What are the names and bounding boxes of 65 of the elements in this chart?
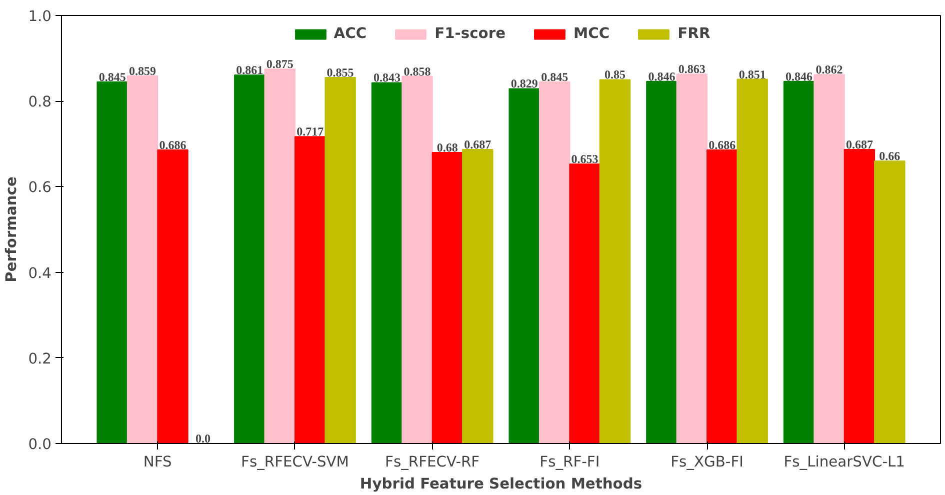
data-label: 0.858	[404, 64, 431, 78]
data-label: 0.859	[129, 64, 156, 78]
bar	[736, 78, 768, 444]
y-tick-label: 0.2	[28, 350, 52, 368]
legend-label: F1-score	[434, 25, 506, 42]
legend-label: ACC	[334, 25, 367, 42]
bar	[538, 81, 570, 444]
data-label: 0.845	[98, 70, 126, 84]
y-tick-label: 0.6	[28, 179, 52, 196]
y-tick-label: 1.0	[28, 8, 52, 25]
bar	[234, 74, 266, 444]
data-label: 0.687	[846, 137, 873, 152]
data-label: 0.851	[738, 67, 766, 82]
data-label: 0.829	[510, 76, 538, 91]
data-label: 0.855	[326, 66, 354, 80]
bar	[676, 74, 708, 444]
bar	[814, 74, 845, 444]
bar	[371, 82, 403, 444]
data-label: 0.843	[374, 70, 401, 85]
data-label: 0.846	[786, 69, 813, 84]
bar	[264, 68, 296, 444]
bar	[157, 149, 188, 444]
x-tick-label: Fs_LinearSVC-L1	[784, 454, 906, 470]
bar	[706, 149, 738, 444]
data-label: 0.845	[541, 70, 568, 84]
data-label: 0.66	[879, 149, 900, 164]
data-label: 0.686	[708, 138, 736, 152]
bar	[324, 77, 356, 444]
x-axis-title: Hybrid Feature Selection Methods	[360, 476, 642, 492]
bar	[844, 148, 876, 444]
y-tick-label: 0.4	[28, 264, 52, 282]
bar	[96, 81, 128, 444]
legend-label: MCC	[574, 25, 610, 42]
bar	[432, 152, 464, 444]
bar	[874, 160, 906, 444]
bar	[462, 148, 494, 444]
data-label: 0.68	[436, 140, 458, 154]
data-label: 0.85	[604, 68, 626, 82]
x-tick-label: Fs_XGB-FI	[670, 454, 744, 470]
data-label: 0.686	[159, 138, 186, 152]
bar	[508, 88, 540, 444]
bar	[294, 136, 326, 444]
bar	[646, 80, 678, 444]
legend-label: FRR	[678, 25, 710, 42]
data-label: 0.0	[195, 432, 210, 446]
data-label: 0.863	[678, 62, 706, 76]
x-tick-label: Fs_RFECV-RF	[385, 454, 480, 470]
data-label: 0.862	[816, 62, 843, 77]
x-tick-label: Fs_RFECV-SVM	[241, 454, 349, 470]
data-label: 0.861	[236, 62, 264, 77]
bar	[599, 79, 631, 444]
data-label: 0.653	[571, 152, 598, 166]
bar	[783, 80, 815, 444]
bar	[126, 75, 158, 444]
data-label: 0.687	[464, 137, 492, 152]
data-label: 0.717	[296, 124, 324, 139]
y-tick-label: 0.8	[28, 94, 52, 111]
bar	[569, 164, 600, 444]
bar	[402, 76, 433, 444]
data-label: 0.846	[648, 69, 676, 84]
y-tick-label: 0.0	[28, 436, 52, 453]
x-tick-label: Fs_RF-FI	[540, 454, 600, 470]
x-tick-label: NFS	[143, 454, 172, 470]
y-axis-title: Performance	[3, 176, 20, 282]
data-label: 0.875	[266, 57, 294, 71]
